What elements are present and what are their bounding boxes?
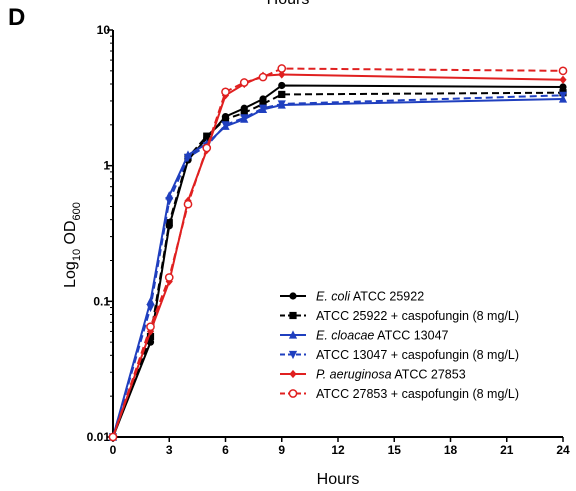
legend-marker: [288, 330, 298, 339]
data-point: [258, 72, 268, 82]
y-axis-title-sub2: 600: [71, 202, 83, 220]
data-point: [221, 121, 230, 130]
y-tick-label: 0.1: [93, 294, 110, 308]
legend-item: E. coli ATCC 25922: [280, 290, 424, 304]
legend-label: ATCC 25922 + caspofungin (8 mg/L): [316, 309, 519, 323]
legend-label: P. aeruginosa ATCC 27853: [316, 368, 466, 382]
series-4: [109, 70, 567, 442]
series-line: [112, 84, 564, 438]
data-point: [559, 83, 567, 91]
x-tick-label: 15: [388, 443, 402, 457]
y-tick-label: 1: [103, 159, 110, 173]
data-point: [277, 64, 287, 73]
axes: 0 3 6 9 12 15 18 21 24 0.01 0.1 1 10: [87, 23, 570, 457]
legend-label: ATCC 13047 + caspofungin (8 mg/L): [316, 348, 519, 362]
y-tick-label: 10: [97, 23, 111, 37]
series-line: [112, 94, 564, 438]
y-tick-label: 0.01: [87, 430, 111, 444]
data-point: [146, 303, 155, 313]
x-tick-label: 18: [444, 443, 458, 457]
series-line: [112, 67, 564, 438]
series-line: [112, 98, 564, 438]
data-point: [165, 219, 173, 227]
data-point: [221, 115, 230, 123]
data-point: [164, 273, 174, 282]
series-5: [108, 64, 568, 442]
data-point: [146, 296, 155, 305]
legend-item: ATCC 27853 + caspofungin (8 mg/L): [280, 387, 519, 401]
series-line: [112, 91, 564, 438]
legend-label-text: ATCC 25922: [350, 290, 424, 304]
panel-label: D: [8, 4, 26, 31]
x-axis-title: Hours: [317, 471, 360, 488]
y-axis-title-main: Log: [62, 261, 79, 288]
data-point: [203, 132, 211, 140]
legend-item: E. cloacae ATCC 13047: [280, 329, 449, 343]
legend-label-species: P. aeruginosa: [316, 368, 392, 382]
x-tick-label: 3: [166, 443, 173, 457]
legend-label: ATCC 27853 + caspofungin (8 mg/L): [316, 387, 519, 401]
x-tick-label: 6: [222, 443, 229, 457]
data-point: [558, 66, 568, 76]
data-point: [277, 100, 286, 109]
legend-label-text: ATCC 27853 + caspofungin (8 mg/L): [316, 387, 519, 401]
y-axis-title: Log10 OD600: [62, 202, 83, 288]
legend-label-text: ATCC 13047 + caspofungin (8 mg/L): [316, 348, 519, 362]
y-axis-title-sub: 10: [71, 249, 83, 261]
x-tick-label: 12: [331, 443, 345, 457]
top-axis-title: Hours: [0, 0, 576, 9]
data-point: [240, 109, 248, 117]
data-point: [258, 104, 268, 113]
legend-label-text: ATCC 13047: [374, 329, 448, 343]
legend-label-species: E. coli: [316, 290, 351, 304]
data-point: [278, 90, 286, 99]
data-point: [239, 78, 249, 87]
legend-marker: [288, 389, 298, 398]
y-axis-title-rest: OD: [62, 220, 79, 248]
legend-marker: [288, 350, 298, 360]
x-tick-label: 9: [278, 443, 285, 457]
series-layer: [108, 64, 568, 442]
legend-item: ATCC 25922 + caspofungin (8 mg/L): [280, 309, 519, 323]
data-point: [146, 332, 155, 341]
legend-label: E. cloacae ATCC 13047: [316, 329, 449, 343]
data-point: [146, 322, 155, 332]
data-point: [559, 75, 567, 84]
legend-item: ATCC 13047 + caspofungin (8 mg/L): [280, 348, 519, 362]
data-point: [259, 100, 267, 108]
data-point: [183, 199, 193, 209]
legend-marker: [289, 369, 297, 379]
data-point: [240, 114, 249, 123]
data-point: [146, 327, 155, 336]
legend-marker: [289, 311, 297, 320]
x-tick-label: 0: [110, 443, 117, 457]
data-point: [221, 87, 230, 97]
data-point: [165, 197, 174, 206]
data-point: [183, 153, 193, 163]
legend-label: E. coli ATCC 25922: [316, 290, 424, 304]
legend-label-species: E. cloacae: [316, 329, 374, 343]
x-tick-label: 21: [500, 443, 514, 457]
legend-label-text: ATCC 25922 + caspofungin (8 mg/L): [316, 309, 519, 323]
legend-label-text: ATCC 27853: [392, 368, 466, 382]
legend-marker: [289, 292, 297, 300]
data-point: [558, 91, 568, 100]
data-point: [202, 143, 212, 153]
series-line: [112, 73, 564, 438]
legend-item: P. aeruginosa ATCC 27853: [280, 368, 466, 382]
legend: E. coli ATCC 25922 ATCC 25922 + caspofung…: [280, 290, 519, 401]
data-point: [108, 432, 118, 442]
data-point: [278, 81, 286, 90]
x-tick-label: 24: [556, 443, 570, 457]
